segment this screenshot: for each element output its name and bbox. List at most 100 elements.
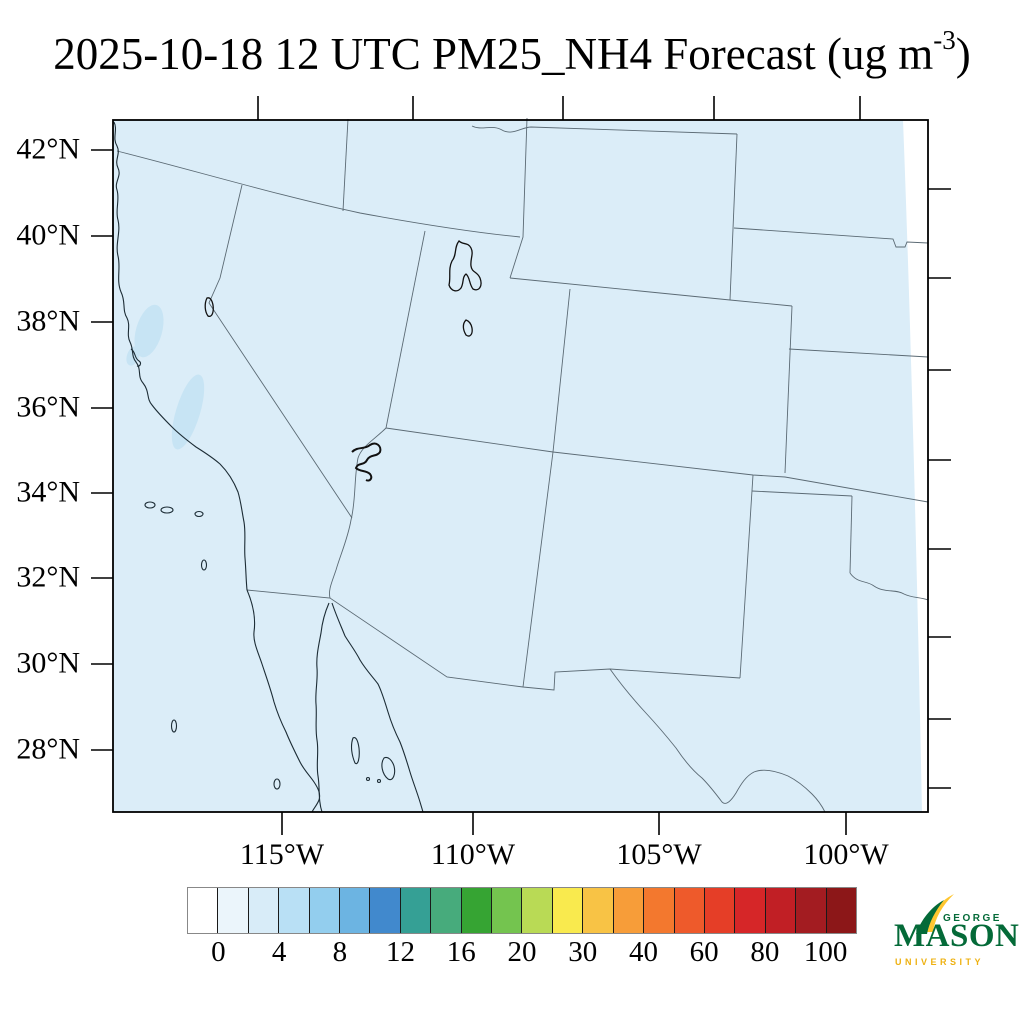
border-40n: [788, 348, 929, 358]
border-oregon-idaho: [342, 118, 349, 212]
colorbar-cell: [522, 888, 553, 933]
colorbar-cell: [644, 888, 675, 933]
lon-label-105w: 105°W: [616, 838, 702, 871]
colorbar-tick-label: 80: [750, 936, 780, 968]
colorbar-tick-label: 0: [211, 936, 226, 968]
colorbar-tick-label: 4: [271, 936, 287, 968]
island-san-clemente: [200, 559, 208, 571]
island-guadalupe: [170, 719, 178, 733]
border-rio-grande: [609, 668, 826, 813]
lake-mead: [351, 442, 382, 482]
colorbar-tick-label: 12: [386, 936, 416, 968]
border-red-river: [849, 572, 929, 601]
coast-sonora: [331, 602, 424, 813]
colorbar-cell: [400, 888, 432, 933]
colorbar-cell: [583, 888, 614, 933]
gmu-flame-icon: [916, 894, 954, 934]
colorbar-cell: [309, 888, 341, 933]
coastlines: [113, 121, 424, 813]
colorbar-cell: [613, 888, 645, 933]
border-california-nevada: [208, 184, 353, 519]
colorbar-cell: [340, 888, 371, 933]
border-43n: [733, 227, 929, 248]
lat-label-36n: 36°N: [16, 390, 80, 424]
map-background: [113, 120, 928, 812]
gmu-george-text: GEORGE: [943, 913, 1002, 924]
border-100w: [849, 495, 853, 574]
border-newmexico-texas: [739, 474, 754, 679]
coast-california: [113, 121, 248, 591]
colorbar-cell: [492, 888, 523, 933]
lon-label-100w: 100°W: [803, 838, 889, 871]
colorbar-cells: [187, 887, 857, 934]
axis-ticks: [91, 96, 951, 835]
lakes: [204, 240, 482, 482]
gmu-university-text: UNIVERSITY: [895, 957, 985, 967]
lat-label-38n: 38°N: [16, 304, 80, 338]
plot-title-close: ): [955, 29, 971, 79]
gmu-flame-green: [916, 900, 944, 934]
bottom-ticks: [281, 812, 847, 835]
island-channel-1: [144, 501, 156, 509]
colorbar-cell: [796, 888, 827, 933]
colorbar-tick-label: 30: [568, 936, 598, 968]
colorbar-cell: [461, 888, 493, 933]
colorbar-cell: [188, 888, 219, 933]
left-ticks: [91, 149, 113, 751]
gmu-mason-text: MASON: [894, 918, 1020, 954]
map-data-edge-gap: [903, 120, 928, 812]
border-41n: [509, 277, 793, 307]
plot-title-text: 2025-10-18 12 UTC PM25_NH4 Forecast (ug …: [53, 29, 934, 79]
border-nevada-utah: [385, 230, 426, 429]
island-channel-3: [194, 510, 204, 518]
lon-label-110w: 110°W: [430, 838, 516, 871]
plot-title-exponent: -3: [933, 24, 956, 55]
colorbar-tick-label: 20: [507, 936, 537, 968]
colorbar-cell: [704, 888, 736, 933]
coast-sf-bay: [130, 348, 142, 367]
gmu-logo: GEORGE MASON UNIVERSITY: [886, 894, 1020, 974]
colorbar-cell: [674, 888, 705, 933]
island-small-2: [376, 778, 382, 784]
border-montana-wyoming: [471, 125, 738, 135]
colorbar-labels: 0 4 8 12 16 20 30 40 60 80 100: [188, 936, 856, 976]
plot-title: 2025-10-18 12 UTC PM25_NH4 Forecast (ug …: [0, 24, 1024, 80]
colorbar-tick-label: 8: [332, 936, 348, 968]
map-frame: [112, 119, 929, 813]
lat-label-40n: 40°N: [16, 218, 80, 252]
lon-label-115w: 115°W: [239, 838, 325, 871]
lat-label-34n: 34°N: [16, 475, 80, 509]
border-109w: [522, 288, 571, 688]
colorbar-cell: [765, 888, 797, 933]
colorbar-cell: [431, 888, 462, 933]
colorbar-cell: [826, 888, 856, 933]
colorbar-cell: [370, 888, 401, 933]
colorbar-cell: [552, 888, 584, 933]
colorbar-tick-label: 16: [446, 936, 476, 968]
right-ticks: [928, 188, 951, 789]
lat-label-28n: 28°N: [16, 732, 80, 766]
border-102w: [784, 305, 793, 474]
colorbar-tick-label: 100: [803, 936, 848, 968]
island-channel-2: [160, 506, 174, 514]
coast-baja-gulf: [315, 602, 330, 813]
border-oklahoma-texas-365n: [751, 490, 853, 497]
lat-label-30n: 30°N: [16, 646, 80, 680]
state-borders: [116, 117, 929, 813]
island-cedros: [273, 778, 281, 790]
border-42n: [116, 150, 521, 238]
island-angel-guarda: [350, 737, 360, 765]
colorbar-cell: [735, 888, 766, 933]
utah-lake: [462, 319, 473, 337]
colorbar-tick-label: 60: [689, 936, 719, 968]
colorbar-tick-label: 40: [628, 936, 658, 968]
lake-tahoe: [204, 297, 214, 318]
great-salt-lake: [448, 240, 482, 292]
border-mexico-us: [246, 589, 741, 691]
colorbar-cell: [279, 888, 310, 933]
lat-label-32n: 32°N: [16, 560, 80, 594]
colorbar-cell: [248, 888, 280, 933]
island-small-1: [365, 776, 371, 782]
border-wyoming-east: [729, 133, 738, 301]
